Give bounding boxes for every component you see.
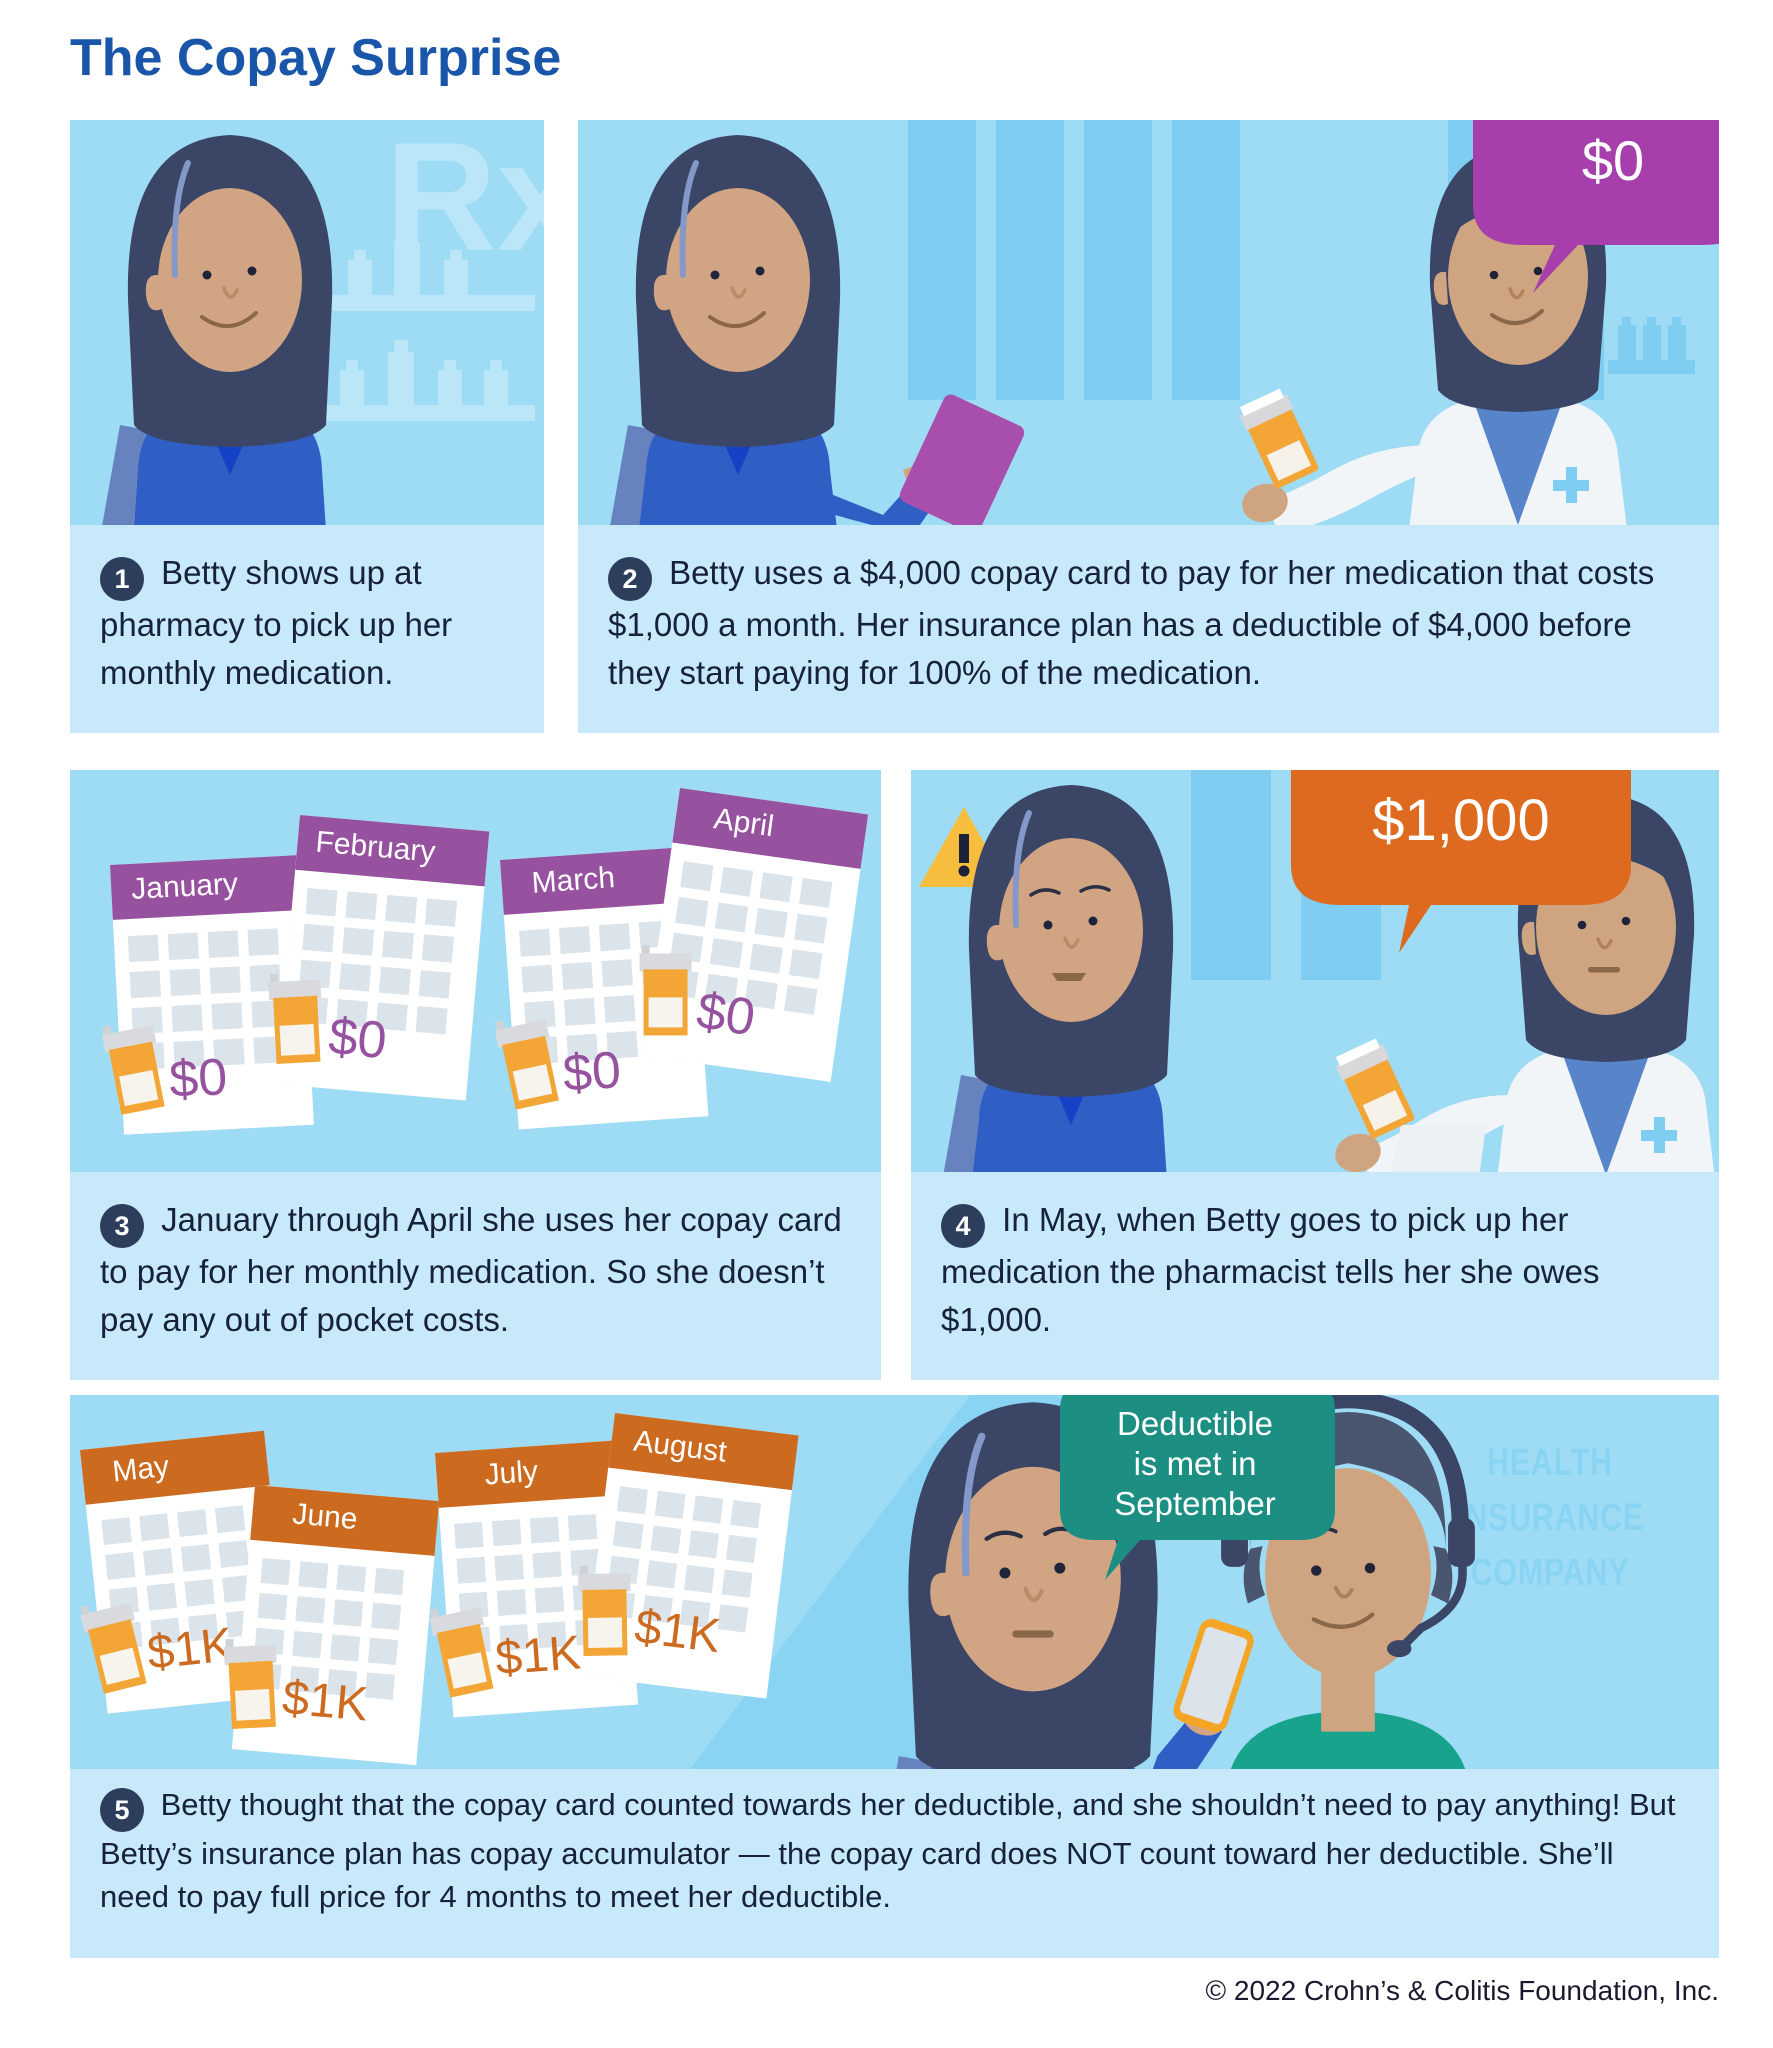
- svg-text:Deductible: Deductible: [1117, 1405, 1273, 1442]
- svg-text:$0: $0: [168, 1048, 229, 1109]
- svg-text:$1K: $1K: [280, 1671, 370, 1731]
- svg-text:$1K: $1K: [145, 1618, 235, 1680]
- svg-text:INSURANCE: INSURANCE: [1456, 1497, 1644, 1539]
- svg-text:$1,000: $1,000: [1372, 788, 1549, 853]
- svg-text:$0: $0: [693, 982, 758, 1047]
- svg-text:March: March: [531, 861, 616, 900]
- svg-text:HEALTH: HEALTH: [1487, 1442, 1613, 1484]
- svg-text:$1K: $1K: [494, 1626, 583, 1685]
- svg-text:June: June: [291, 1497, 359, 1536]
- svg-text:$1K: $1K: [632, 1600, 723, 1663]
- svg-text:January: January: [130, 867, 238, 906]
- svg-text:July: July: [484, 1455, 540, 1492]
- svg-text:is met in: is met in: [1134, 1445, 1257, 1482]
- svg-text:COMPANY: COMPANY: [1471, 1552, 1630, 1594]
- svg-text:$0: $0: [561, 1041, 623, 1103]
- svg-text:$0: $0: [326, 1007, 389, 1070]
- svg-text:May: May: [111, 1450, 171, 1489]
- svg-text:$0: $0: [1582, 129, 1644, 192]
- svg-text:September: September: [1114, 1485, 1275, 1522]
